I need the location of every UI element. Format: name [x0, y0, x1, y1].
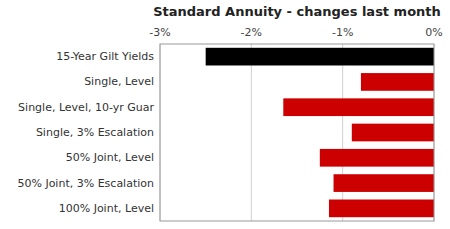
bar	[329, 200, 434, 218]
grid-line	[251, 44, 252, 221]
bar	[361, 73, 434, 91]
x-tick-label: 0%	[425, 26, 442, 39]
bar	[334, 174, 434, 192]
y-tick-label: 100% Joint, Level	[59, 202, 154, 215]
chart-container: Standard Annuity - changes last month -3%…	[0, 0, 450, 229]
y-tick-label: Single, Level	[84, 75, 154, 88]
y-tick-label: Single, Level, 10-yr Guar	[18, 101, 154, 114]
bar	[320, 149, 434, 167]
chart-title: Standard Annuity - changes last month	[153, 4, 441, 19]
x-tick-label: -1%	[332, 26, 353, 39]
grid	[160, 44, 434, 221]
plot-frame	[160, 44, 434, 221]
x-tick-label: -3%	[149, 26, 170, 39]
bar	[206, 48, 434, 66]
y-tick-label: 50% Joint, 3% Escalation	[17, 177, 154, 190]
bar	[283, 98, 434, 116]
bars	[206, 48, 434, 217]
y-tick-label: 50% Joint, Level	[66, 151, 154, 164]
grid-line	[342, 44, 343, 221]
chart-svg: Standard Annuity - changes last month -3%…	[0, 0, 450, 229]
y-tick-label: Single, 3% Escalation	[36, 126, 154, 139]
x-tick-label: -2%	[241, 26, 262, 39]
bar	[352, 124, 434, 142]
y-tick-label: 15-Year Gilt Yields	[56, 50, 154, 63]
